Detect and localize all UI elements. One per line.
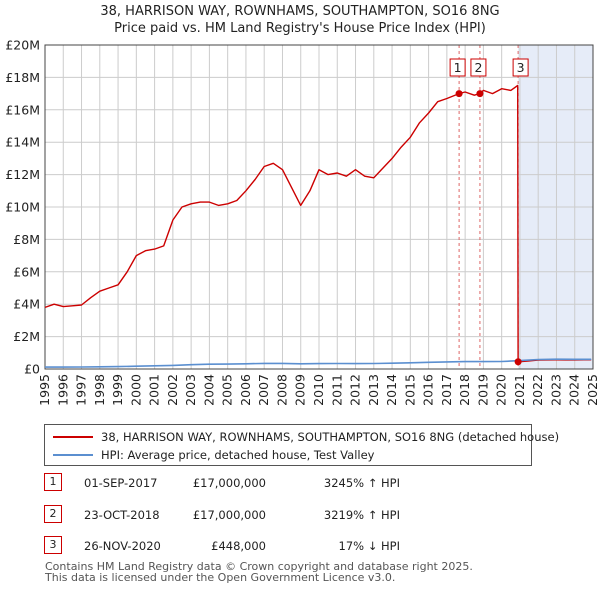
x-tick-label: 2013: [366, 374, 381, 406]
y-tick-label: £0: [24, 362, 40, 377]
legend-label-hpi: HPI: Average price, detached house, Test…: [101, 448, 375, 462]
x-tick-label: 2002: [165, 374, 180, 406]
x-tick-label: 2004: [201, 374, 216, 406]
transaction-marker: 2: [44, 505, 62, 523]
x-tick-label: 2018: [457, 374, 472, 406]
transaction-date: 26-NOV-2020: [84, 539, 161, 553]
plot-border: [44, 44, 594, 370]
legend-label-property: 38, HARRISON WAY, ROWNHAMS, SOUTHAMPTON,…: [101, 430, 560, 444]
annotation-label: 3: [517, 60, 525, 75]
y-tick-label: £12M: [5, 167, 40, 182]
chart-subtitle: Price paid vs. HM Land Registry's House …: [114, 21, 486, 36]
transaction-marker: 3: [44, 536, 62, 554]
transaction-price: £17,000,000: [192, 476, 266, 490]
y-tick-label: £14M: [5, 135, 40, 150]
x-tick-label: 2016: [421, 374, 436, 406]
y-tick-label: £6M: [13, 264, 40, 279]
transaction-marker: 1: [44, 473, 62, 491]
x-tick-label: 2010: [311, 374, 326, 406]
x-tick-label: 2025: [585, 374, 600, 406]
y-tick-label: £16M: [5, 102, 40, 117]
sale-point: [455, 90, 463, 98]
transaction-date: 23-OCT-2018: [84, 508, 160, 522]
y-tick-label: £18M: [5, 70, 40, 85]
x-tick-label: 2023: [548, 374, 563, 406]
footer-copyright: Contains HM Land Registry data © Crown c…: [45, 560, 473, 573]
x-tick-label: 2017: [439, 374, 454, 406]
x-tick-label: 2021: [512, 374, 527, 406]
x-tick-label: 1997: [74, 374, 89, 406]
x-tick-label: 2008: [274, 374, 289, 406]
y-tick-label: £20M: [5, 38, 40, 53]
transaction-price: £17,000,000: [192, 508, 266, 522]
x-tick-label: 2001: [147, 374, 162, 406]
x-tick-label: 2015: [402, 374, 417, 406]
x-tick-label: 2012: [348, 374, 363, 406]
transaction-hpi: 3219% ↑ HPI: [323, 508, 400, 522]
x-tick-label: 1998: [92, 374, 107, 406]
annotation-label: 1: [454, 60, 462, 75]
x-tick-label: 2005: [220, 374, 235, 406]
legend: 38, HARRISON WAY, ROWNHAMS, SOUTHAMPTON,…: [44, 424, 559, 466]
price-chart: 1 2 3 £0 £2M £4M £6M £8M £10M £12M £14M £16M £18M £20…: [5, 38, 600, 406]
x-tick-label: 1996: [55, 374, 70, 406]
legend-swatch-property: [53, 436, 93, 438]
y-tick-label: £2M: [13, 329, 40, 344]
transaction-hpi: 3245% ↑ HPI: [323, 476, 400, 490]
legend-swatch-hpi: [53, 454, 93, 456]
sale-point: [476, 90, 484, 98]
x-tick-label: 1999: [110, 374, 125, 406]
x-tick-label: 2019: [475, 374, 490, 406]
series-line-property: [44, 84, 592, 363]
y-tick-label: £10M: [5, 200, 40, 215]
x-tick-label: 2006: [238, 374, 253, 406]
transaction-date: 01-SEP-2017: [84, 476, 158, 490]
x-tick-label: 2022: [530, 374, 545, 406]
x-tick-label: 2009: [293, 374, 308, 406]
x-tick-label: 2020: [494, 374, 509, 406]
x-tick-label: 2000: [128, 374, 143, 406]
chart-title: 38, HARRISON WAY, ROWNHAMS, SOUTHAMPTON,…: [100, 4, 500, 19]
x-tick-label: 2011: [329, 374, 344, 406]
x-tick-label: 2014: [384, 374, 399, 406]
footer-licence: This data is licensed under the Open Gov…: [45, 571, 396, 584]
annotation-label: 2: [474, 60, 482, 75]
transaction-price: £448,000: [211, 539, 266, 553]
annotation-box: [512, 58, 529, 77]
x-tick-label: 2024: [567, 374, 582, 406]
annotation-box: [470, 58, 487, 77]
annotation-box: [449, 58, 466, 77]
x-tick-label: 2007: [256, 374, 271, 406]
series-line-hpi: [45, 358, 592, 368]
x-tick-label: 2003: [183, 374, 198, 406]
x-tick-label: 1995: [37, 374, 52, 406]
sale-point: [514, 358, 522, 366]
y-tick-label: £4M: [13, 297, 40, 312]
transaction-hpi: 17% ↓ HPI: [338, 539, 400, 553]
y-tick-label: £8M: [13, 232, 40, 247]
